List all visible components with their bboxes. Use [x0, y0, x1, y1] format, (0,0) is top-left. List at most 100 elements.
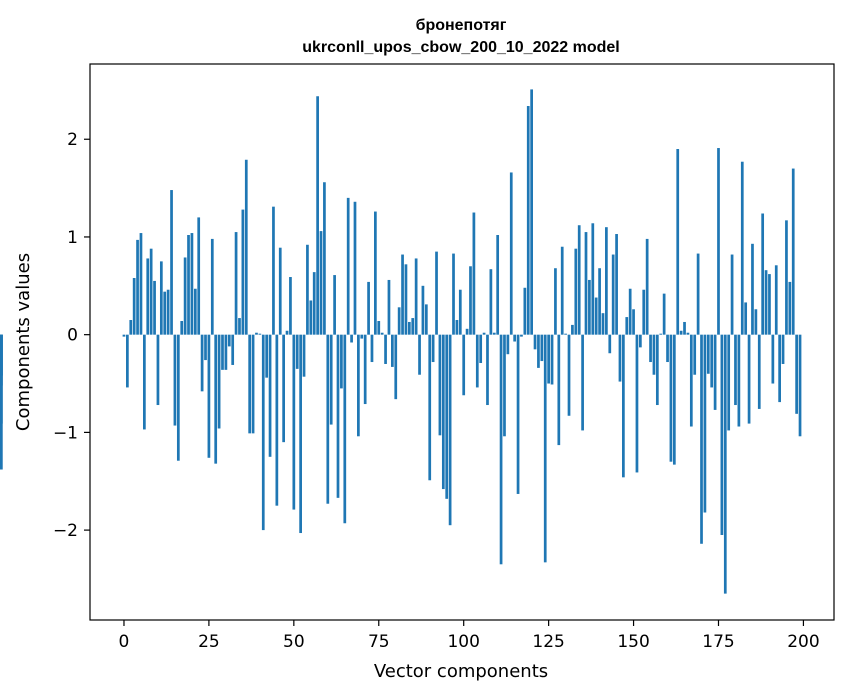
bar-1	[126, 334, 129, 388]
bar-184	[747, 334, 751, 424]
bar-113	[506, 334, 510, 355]
bar-180	[734, 334, 737, 406]
bar-189	[764, 270, 768, 335]
bar-22	[197, 217, 201, 335]
bar-158	[659, 333, 663, 335]
bar-88	[421, 285, 425, 335]
bar-123	[540, 334, 544, 362]
x-tick-label-75: 75	[368, 632, 390, 652]
bar-13	[166, 289, 170, 335]
y-tick-label-1: 1	[67, 228, 78, 248]
bar-102	[469, 266, 472, 335]
bar-82	[401, 254, 404, 335]
bar-133	[574, 248, 578, 335]
bar-70	[360, 334, 364, 339]
y-tick-label-0: 0	[67, 326, 78, 346]
bar-141	[601, 313, 605, 335]
x-tick-label-175: 175	[702, 632, 734, 652]
bar-104	[475, 334, 479, 388]
bar-30	[224, 334, 228, 370]
bar-8	[149, 248, 153, 335]
bar-15	[173, 334, 177, 426]
bar-152	[639, 334, 642, 348]
bar-0	[122, 334, 126, 337]
bar-163	[676, 149, 680, 335]
bar-110	[496, 235, 500, 335]
bar-179	[730, 254, 734, 335]
bar-181	[737, 334, 741, 427]
bar-193	[778, 334, 781, 403]
bar-167	[689, 334, 693, 427]
bar-166	[686, 332, 690, 335]
bar-142	[605, 227, 608, 335]
bar-63	[336, 334, 340, 498]
x-tick-label-125: 125	[532, 632, 564, 652]
bar-92	[435, 251, 438, 335]
bar-112	[503, 334, 506, 437]
bar-111	[499, 334, 503, 565]
bar-60	[326, 334, 330, 504]
bar-72	[367, 281, 370, 335]
bar-undefined	[0, 334, 3, 470]
bar-119	[526, 106, 530, 335]
bar-149	[628, 288, 632, 335]
bar-118	[523, 287, 527, 335]
y-tick-label-2: 2	[67, 130, 78, 150]
bar-59	[323, 182, 326, 335]
bar-170	[700, 334, 703, 544]
bar-27	[214, 334, 218, 464]
bar-140	[598, 268, 601, 335]
bar-76	[380, 332, 384, 335]
bar-115	[513, 334, 517, 342]
bar-10	[156, 334, 160, 406]
bar-51	[295, 334, 299, 369]
bar-190	[768, 274, 771, 335]
bar-35	[241, 209, 245, 335]
bar-33	[234, 232, 238, 335]
bar-148	[625, 317, 629, 335]
x-axis: 0 25 50 75 100 125 150 175 200	[119, 620, 820, 652]
bar-85	[411, 318, 415, 335]
bar-127	[554, 268, 557, 335]
bar-134	[577, 225, 581, 335]
bars-group	[0, 89, 802, 594]
bar-38	[251, 334, 255, 434]
bar-187	[757, 334, 761, 409]
bar-164	[679, 330, 683, 335]
bar-169	[696, 253, 700, 335]
bar-136	[584, 232, 588, 335]
bar-44	[272, 206, 275, 335]
bar-9	[153, 280, 156, 335]
bar-124	[543, 334, 547, 563]
bar-52	[299, 334, 302, 534]
bar-26	[210, 238, 214, 335]
bar-23	[200, 334, 204, 392]
bar-107	[486, 334, 489, 406]
bar-37	[248, 334, 252, 434]
bar-45	[275, 334, 279, 506]
bar-7	[146, 258, 150, 335]
bar-62	[333, 275, 336, 335]
bar-106	[482, 332, 486, 335]
bar-47	[282, 334, 285, 443]
bar-71	[363, 334, 367, 405]
bar-186	[754, 309, 758, 335]
bar-121	[533, 334, 537, 350]
bar-178	[727, 334, 731, 431]
bar-157	[655, 334, 659, 406]
x-tick-label-200: 200	[787, 632, 819, 652]
plot-frame	[89, 63, 835, 621]
bar-20	[190, 233, 194, 335]
bar-129	[560, 246, 564, 335]
bar-128	[557, 334, 561, 446]
bar-36	[244, 159, 248, 335]
bar-53	[302, 334, 306, 377]
chart-subtitle: ukrconll_upos_cbow_200_10_2022 model	[302, 39, 619, 56]
bar-126	[550, 334, 554, 385]
bar-125	[547, 334, 550, 384]
bar-34	[238, 318, 241, 335]
bar-78	[387, 279, 391, 335]
bar-56	[312, 272, 316, 335]
bar-43	[268, 334, 272, 457]
